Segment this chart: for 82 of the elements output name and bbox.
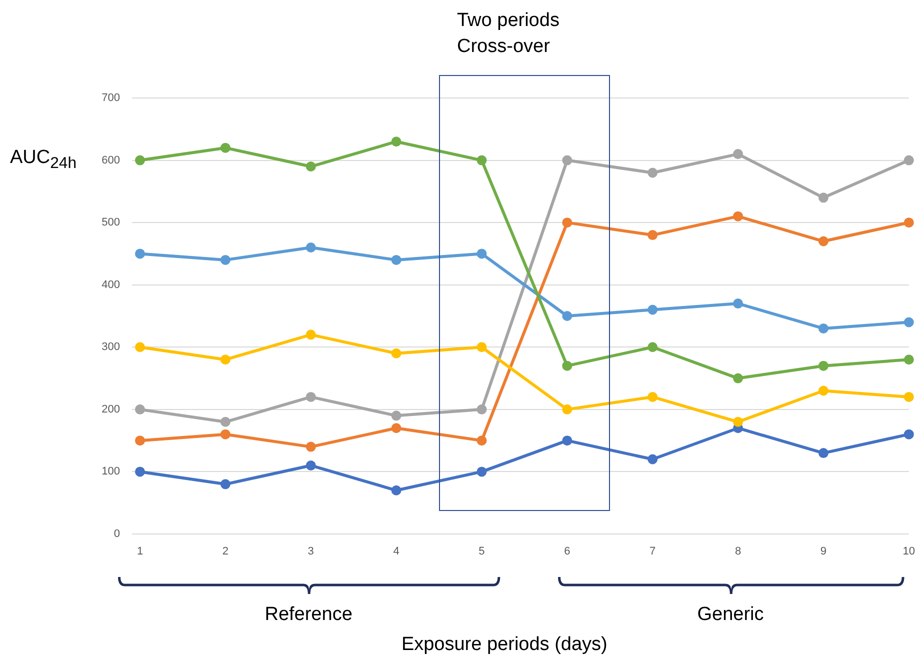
point <box>306 242 316 252</box>
y-tick-label: 400 <box>102 278 120 291</box>
y-tick-label: 700 <box>102 92 120 104</box>
point <box>562 311 572 321</box>
point <box>306 442 316 452</box>
text: Reference <box>264 603 352 627</box>
point <box>220 479 230 490</box>
point <box>648 230 658 240</box>
y-tick-label: 200 <box>102 403 120 416</box>
point <box>135 404 145 414</box>
point <box>904 392 914 402</box>
point <box>818 236 828 246</box>
text: Two periods Cross-over <box>457 9 560 59</box>
point <box>562 218 572 228</box>
point <box>648 304 658 315</box>
point <box>904 155 914 166</box>
point <box>476 436 487 446</box>
point <box>391 423 402 434</box>
point <box>220 416 230 427</box>
point <box>391 485 402 496</box>
x-tick-label: 2 <box>222 546 228 558</box>
point <box>733 416 744 427</box>
point <box>904 218 914 228</box>
point <box>818 448 828 458</box>
x-tick-label: 4 <box>393 546 400 558</box>
y-tick-label: 500 <box>102 216 120 229</box>
point <box>135 466 145 477</box>
point <box>818 360 828 371</box>
x-tick-label: 7 <box>650 546 656 558</box>
point <box>220 254 230 265</box>
point <box>391 136 402 147</box>
y-tick-label: 600 <box>102 154 120 166</box>
y-tick-label: 300 <box>102 341 120 354</box>
x-tick-label: 3 <box>308 546 314 558</box>
x-tick-label: 8 <box>734 546 742 558</box>
point <box>476 155 487 166</box>
point <box>733 211 744 222</box>
point <box>476 466 487 477</box>
point <box>476 248 487 259</box>
point <box>733 149 744 160</box>
point <box>562 404 572 414</box>
point <box>818 386 828 396</box>
y-tick-label: 0 <box>114 528 120 540</box>
point <box>135 436 145 446</box>
point <box>818 323 828 334</box>
point <box>220 142 230 153</box>
point <box>733 373 744 384</box>
x-tick-label: 5 <box>478 546 485 558</box>
point <box>818 192 828 203</box>
point <box>306 330 316 340</box>
point <box>306 162 316 172</box>
point <box>220 354 230 365</box>
point <box>648 454 658 464</box>
point <box>391 348 402 358</box>
point <box>135 155 145 166</box>
point <box>648 392 658 402</box>
point <box>220 429 230 440</box>
x-tick-label: 1 <box>136 546 144 558</box>
y-tick-label: 100 <box>102 466 120 478</box>
point <box>306 392 316 402</box>
point <box>904 354 914 365</box>
point <box>391 410 402 421</box>
x-tick-label: 9 <box>820 546 827 558</box>
point <box>391 254 402 265</box>
x-axis-title: Exposure periods (days) <box>401 633 608 657</box>
point <box>135 342 145 352</box>
text: Generic <box>697 603 764 627</box>
point <box>306 460 316 470</box>
x-tick-label: 10 <box>902 546 916 558</box>
point <box>904 429 914 440</box>
point <box>904 317 914 328</box>
point <box>648 168 658 178</box>
point <box>733 298 744 309</box>
point <box>135 248 145 259</box>
point <box>476 342 487 352</box>
point <box>562 360 572 371</box>
point <box>648 342 658 352</box>
point <box>562 436 572 446</box>
point <box>476 404 487 414</box>
point <box>562 155 572 166</box>
x-tick-label: 6 <box>564 546 570 558</box>
y-axis-title: AUC$_{24h}$ <box>10 146 77 174</box>
